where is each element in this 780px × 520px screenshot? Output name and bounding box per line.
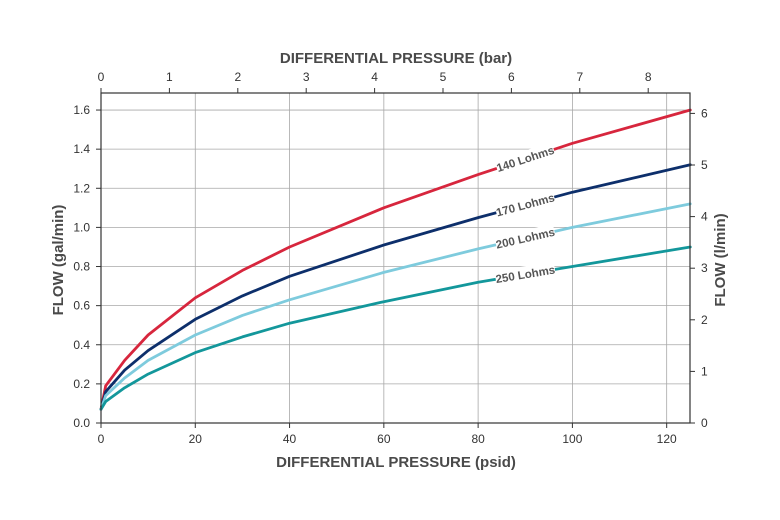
y-right-tick-label: 6 [701,106,708,120]
y-right-tick-label: 4 [701,210,708,224]
y-tick-label: 0.4 [73,338,90,352]
y-tick-label: 0.0 [73,416,90,430]
series-label-group: 250 Lohms [494,261,557,288]
series-label-background [494,223,557,253]
series-line [99,245,692,411]
y-tick-label: 1.2 [73,181,90,195]
y-right-tick-label: 1 [701,364,708,378]
y-right-tick-label: 0 [701,416,708,430]
series-label: 170 Lohms [495,192,556,219]
y-tick-label: 1.4 [73,142,90,156]
grid [101,93,690,423]
y-right-tick-label: 2 [701,313,708,327]
x-tick-label: 0 [98,432,105,446]
x-top-tick-label: 7 [576,70,583,84]
y-tick-label: 1.0 [73,220,90,234]
series-label-background [494,141,557,176]
x-top-tick-label: 0 [98,70,105,84]
series-label-background [494,189,557,221]
y-tick-label: 0.2 [73,377,90,391]
y-left-axis-title: FLOW (gal/min) [50,205,67,316]
x-tick-label: 120 [657,432,677,446]
x-top-tick-label: 1 [166,70,173,84]
series-line [99,202,692,411]
x-top-tick-label: 3 [303,70,310,84]
series-labels: 140 Lohms 170 Lohms 200 Lohms 250 Lohms [494,141,557,288]
x-tick-label: 20 [189,432,203,446]
x-tick-label: 60 [377,432,391,446]
y-right-tick-label: 5 [701,158,708,172]
y-tick-label: 0.8 [73,260,90,274]
x-top-tick-label: 6 [508,70,515,84]
x-tick-label: 40 [283,432,297,446]
x-top-tick-label: 8 [645,70,652,84]
x-top-tick-label: 5 [440,70,447,84]
series-line [99,108,692,411]
series-label-group: 140 Lohms [494,141,557,176]
series-label-group: 200 Lohms [494,223,557,253]
x-tick-label: 100 [562,432,582,446]
y-right-axis-title: FLOW (l/min) [712,213,729,306]
x-top-tick-label: 4 [371,70,378,84]
plot-frame [100,92,691,424]
tick-labels: 0 20 40 60 80 100 1200.00.20.40.60.81.01.21.41… [73,70,708,446]
y-right-tick-label: 3 [701,261,708,275]
x-top-axis-title: DIFFERENTIAL PRESSURE (bar) [280,50,512,67]
x-top-tick-label: 2 [234,70,241,84]
y-tick-label: 1.6 [73,103,90,117]
y-tick-label: 0.6 [73,299,90,313]
series-line [99,163,692,411]
series-label-background [494,261,557,288]
series-label-group: 170 Lohms [494,189,557,221]
x-tick-label: 80 [471,432,485,446]
series-lines [99,108,692,411]
x-bottom-axis-title: DIFFERENTIAL PRESSURE (psid) [276,454,516,471]
